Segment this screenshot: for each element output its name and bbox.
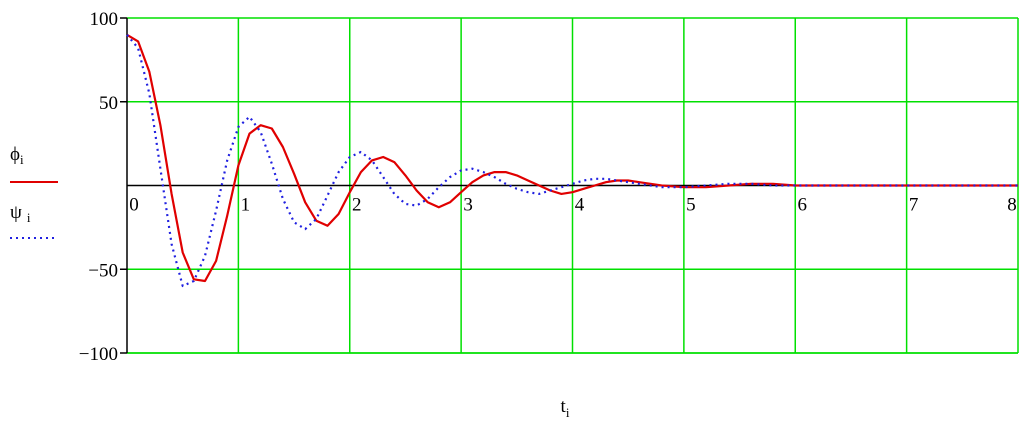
y-tick-label--100: −100 bbox=[79, 344, 118, 365]
grid bbox=[127, 17, 1019, 354]
x-tick-label-8: 8 bbox=[1007, 195, 1017, 216]
y-tick-label-50: 50 bbox=[99, 93, 118, 114]
x-tick-label-2: 2 bbox=[352, 195, 362, 216]
series-line-phi bbox=[126, 33, 1018, 283]
legend-label-phi: ϕi bbox=[10, 144, 24, 167]
x-tick-label-3: 3 bbox=[463, 195, 473, 216]
y-tick-label--50: −50 bbox=[88, 260, 118, 281]
tick-labels: 0 1 2 3 4 5 6 7 8 −100 −50 50 100 bbox=[79, 9, 1017, 365]
x-axis-label: ti bbox=[561, 396, 570, 420]
x-tick-label-5: 5 bbox=[686, 195, 696, 216]
x-tick-label-6: 6 bbox=[798, 195, 808, 216]
x-tick-label-7: 7 bbox=[909, 195, 919, 216]
x-tick-label-1: 1 bbox=[241, 195, 251, 216]
x-tick-label-0: 0 bbox=[129, 195, 139, 216]
x-tick-label-4: 4 bbox=[575, 195, 585, 216]
series-layer bbox=[126, 33, 1018, 288]
y-tick-label-100: 100 bbox=[90, 9, 119, 30]
series-line-psi bbox=[126, 34, 1018, 288]
